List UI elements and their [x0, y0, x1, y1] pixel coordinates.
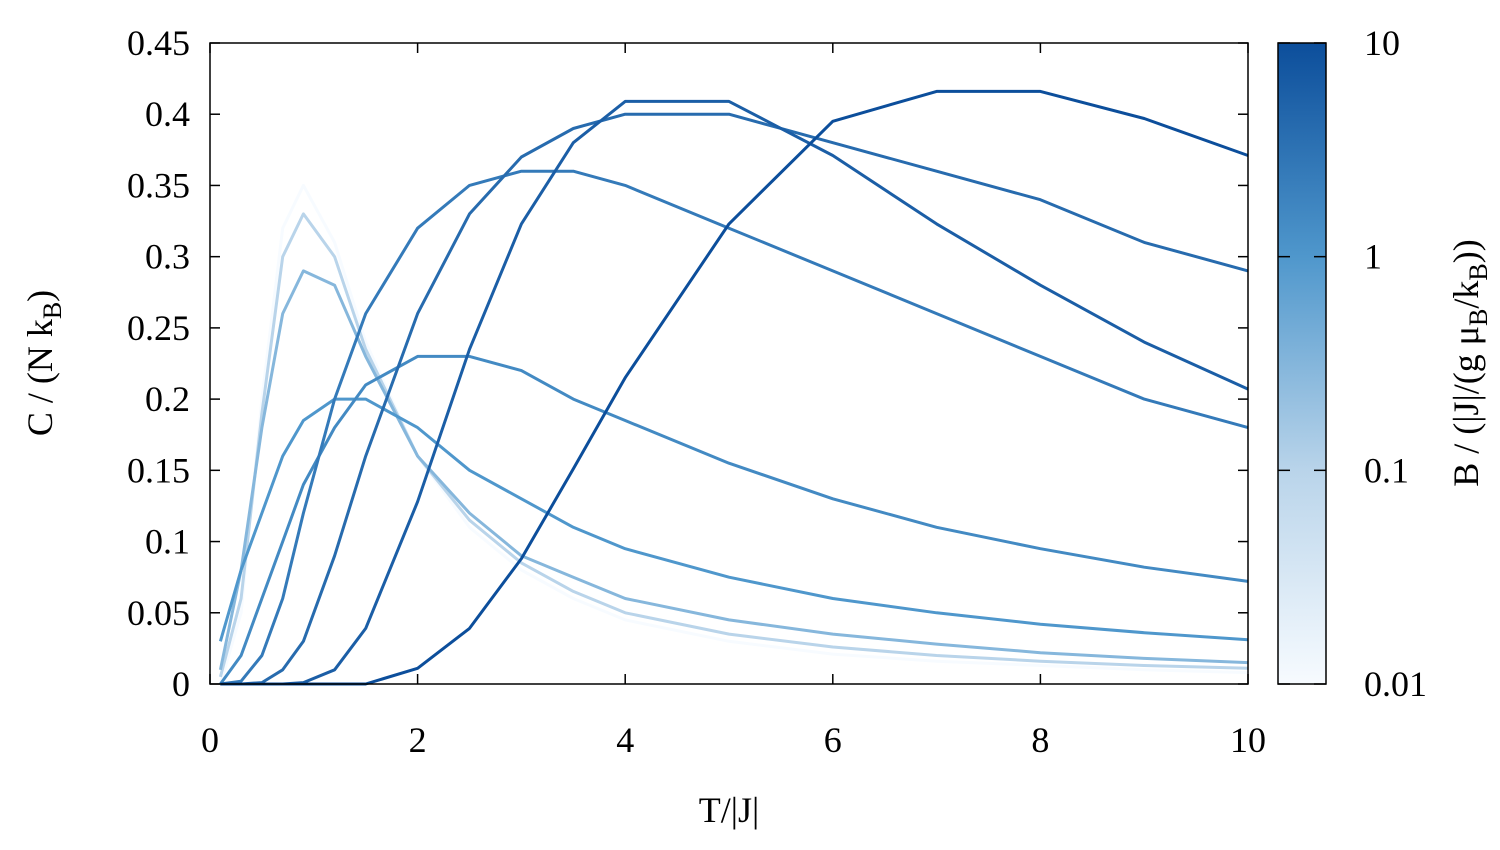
colorbar-label: B / (|J|/(g μB/kB)) [1446, 239, 1493, 486]
label-subscript: B [1464, 309, 1493, 326]
x-tick-label: 2 [409, 720, 427, 760]
x-axis-label: T/|J| [699, 790, 759, 830]
x-tick-label: 8 [1031, 720, 1049, 760]
curve [218, 397, 1249, 642]
curve [218, 183, 1249, 685]
colorbar-tick-label: 0.1 [1364, 450, 1409, 490]
label-text: ) [20, 290, 60, 302]
y-axis-label: C / (N kB) [20, 290, 67, 436]
y-tick-label: 0.25 [127, 308, 190, 348]
label-subscript: B [38, 302, 67, 319]
colorbar [1277, 42, 1327, 685]
label-text: C / (N k [20, 319, 60, 436]
label-text: /k [1446, 281, 1486, 309]
curve [218, 212, 1249, 678]
colorbar-tick-label: 0.01 [1364, 664, 1427, 704]
label-text: B / (|J|/(g μ [1446, 326, 1486, 487]
y-tick-label: 0.15 [127, 450, 190, 490]
plot-frame [209, 42, 1249, 685]
y-tick-label: 0.2 [145, 379, 190, 419]
label-text: )) [1446, 239, 1486, 263]
x-tick-label: 4 [616, 720, 634, 760]
y-tick-label: 0.45 [127, 23, 190, 63]
colorbar-tick-label: 10 [1364, 23, 1400, 63]
x-tick-label: 0 [201, 720, 219, 760]
curves [218, 89, 1249, 686]
curve [219, 354, 1249, 685]
colorbar-tick-label: 1 [1364, 237, 1382, 277]
curve [220, 89, 1249, 686]
y-tick-label: 0.35 [127, 165, 190, 205]
y-tick-label: 0.05 [127, 593, 190, 633]
curve [218, 269, 1249, 671]
x-tick-label: 6 [824, 720, 842, 760]
y-tick-label: 0.3 [145, 237, 190, 277]
y-tick-label: 0 [172, 664, 190, 704]
y-tick-label: 0.1 [145, 522, 190, 562]
curve [220, 169, 1249, 686]
curve [220, 99, 1249, 686]
label-subscript: B [1464, 263, 1493, 280]
curve [220, 112, 1249, 686]
y-tick-label: 0.4 [145, 94, 190, 134]
x-tick-label: 10 [1230, 720, 1266, 760]
